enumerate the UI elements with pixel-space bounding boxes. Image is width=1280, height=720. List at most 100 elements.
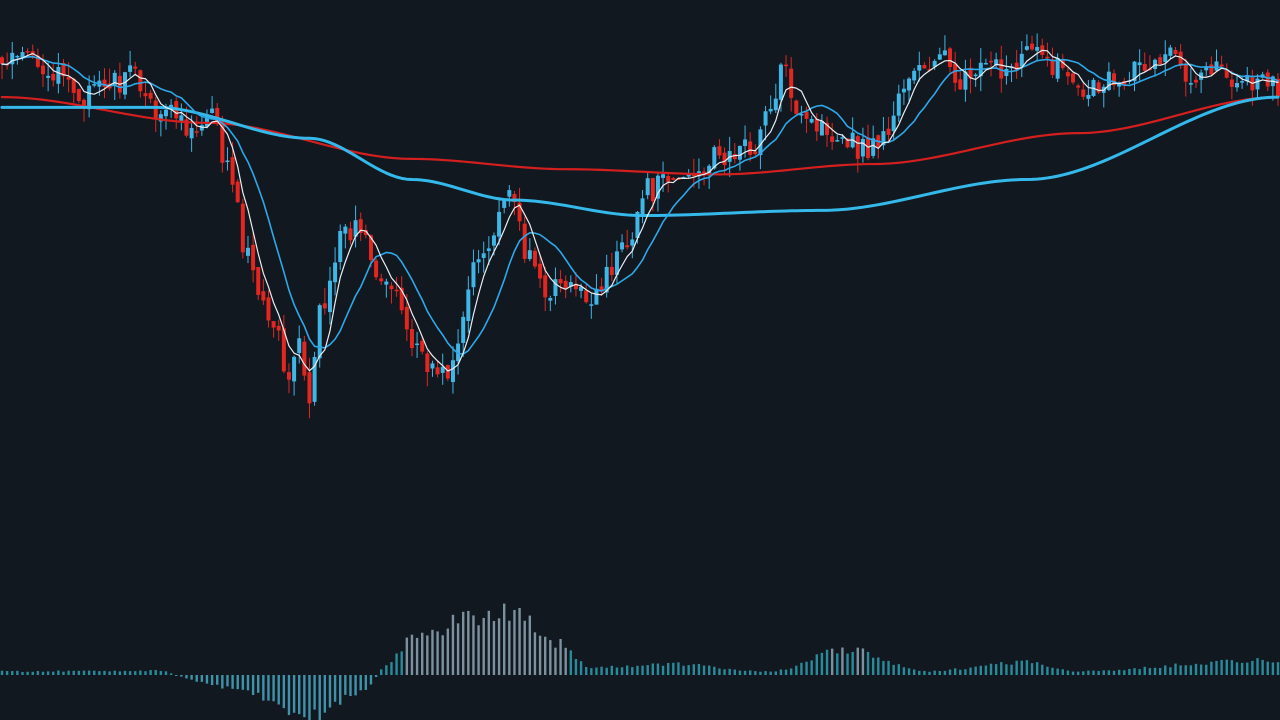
histogram-bar xyxy=(415,637,419,675)
candle xyxy=(220,115,225,173)
candle-body-up xyxy=(891,115,896,132)
candle xyxy=(901,79,906,105)
histogram-bar xyxy=(154,669,157,675)
candle-body-up xyxy=(860,138,865,157)
candle-body-down xyxy=(409,329,414,349)
candle-body-down xyxy=(1065,72,1070,77)
candle xyxy=(630,232,635,259)
candle xyxy=(66,62,71,93)
candle-body-down xyxy=(1050,59,1055,75)
histogram-bar xyxy=(631,667,634,675)
candle-body-up xyxy=(594,288,599,305)
candle-body-down xyxy=(1276,78,1280,97)
candle xyxy=(81,98,86,122)
candle-body-up xyxy=(743,139,748,147)
candle-body-up xyxy=(758,129,763,156)
histogram-bar xyxy=(564,647,567,675)
candle xyxy=(1035,33,1040,62)
histogram-bar xyxy=(354,675,357,696)
candle xyxy=(983,58,988,65)
candle-body-down xyxy=(51,73,56,81)
candle xyxy=(225,147,230,171)
candle-body-down xyxy=(394,289,399,292)
histogram-bar xyxy=(164,671,168,675)
candle-body-up xyxy=(1035,47,1040,51)
candle xyxy=(922,62,927,69)
histogram-bar xyxy=(67,670,70,675)
histogram-bar xyxy=(779,669,783,675)
candle-body-up xyxy=(763,111,768,126)
histogram-bar xyxy=(661,665,665,675)
slow-red-moving-average xyxy=(0,96,1280,176)
candle xyxy=(158,110,163,137)
histogram-bar xyxy=(0,670,4,675)
histogram-bar xyxy=(185,675,188,679)
histogram-bar xyxy=(569,650,573,675)
candle-body-down xyxy=(425,353,430,373)
histogram-bar xyxy=(625,665,629,675)
candle-body-down xyxy=(235,181,240,203)
histogram-bar xyxy=(825,649,829,675)
candle xyxy=(399,276,404,315)
histogram-bar xyxy=(805,661,808,675)
candle xyxy=(958,71,963,90)
candle xyxy=(814,113,819,141)
candle-body-up xyxy=(466,289,471,321)
candle xyxy=(609,252,614,282)
histogram-bar xyxy=(1128,668,1131,675)
histogram-bar xyxy=(52,671,55,675)
candle-body-up xyxy=(1245,75,1250,82)
histogram-bar xyxy=(482,617,485,675)
candle-body-down xyxy=(35,55,40,67)
histogram-bar xyxy=(236,675,239,690)
histogram-bar xyxy=(646,665,649,675)
histogram-bar xyxy=(707,665,711,675)
candle xyxy=(942,35,947,56)
histogram-bar xyxy=(385,665,388,675)
candle-body-down xyxy=(358,219,363,234)
candle xyxy=(445,364,450,382)
histogram-bar xyxy=(123,670,127,675)
candle xyxy=(76,88,81,104)
candle xyxy=(353,205,358,248)
candle xyxy=(466,276,471,333)
candle-body-down xyxy=(261,291,266,301)
candle xyxy=(343,224,348,249)
candle xyxy=(640,190,645,224)
histogram-bar xyxy=(938,671,941,675)
histogram-bar xyxy=(866,651,870,675)
histogram-bar xyxy=(605,667,608,675)
candle-body-down xyxy=(276,325,281,331)
candle xyxy=(286,363,291,394)
candle-body-up xyxy=(963,71,968,90)
candle xyxy=(348,221,353,245)
candle xyxy=(307,357,312,419)
histogram-bar xyxy=(149,670,152,675)
histogram-bar xyxy=(118,671,122,675)
candle xyxy=(415,331,420,358)
candle-body-down xyxy=(666,176,671,182)
candle xyxy=(722,147,727,174)
candle-body-up xyxy=(481,253,486,258)
histogram-bar xyxy=(169,673,173,675)
candle-body-down xyxy=(1014,62,1019,71)
histogram-bar xyxy=(390,662,393,675)
candles-layer xyxy=(0,33,1280,419)
candle xyxy=(927,56,932,72)
candle xyxy=(671,176,676,181)
candle-body-down xyxy=(999,59,1004,79)
candle-body-up xyxy=(497,211,502,237)
histogram-bar xyxy=(62,671,65,675)
histogram-bar xyxy=(590,668,593,675)
candle-body-up xyxy=(297,338,302,354)
histogram-bar xyxy=(313,675,316,710)
candle-body-down xyxy=(133,66,138,69)
histogram-bar xyxy=(31,671,34,675)
candle xyxy=(210,96,215,114)
histogram-bar xyxy=(733,669,736,675)
candle xyxy=(71,77,76,103)
histogram-bar xyxy=(36,671,40,675)
histogram-bar xyxy=(1005,664,1008,675)
histogram-bar xyxy=(989,663,993,675)
histogram-bar xyxy=(641,665,644,675)
